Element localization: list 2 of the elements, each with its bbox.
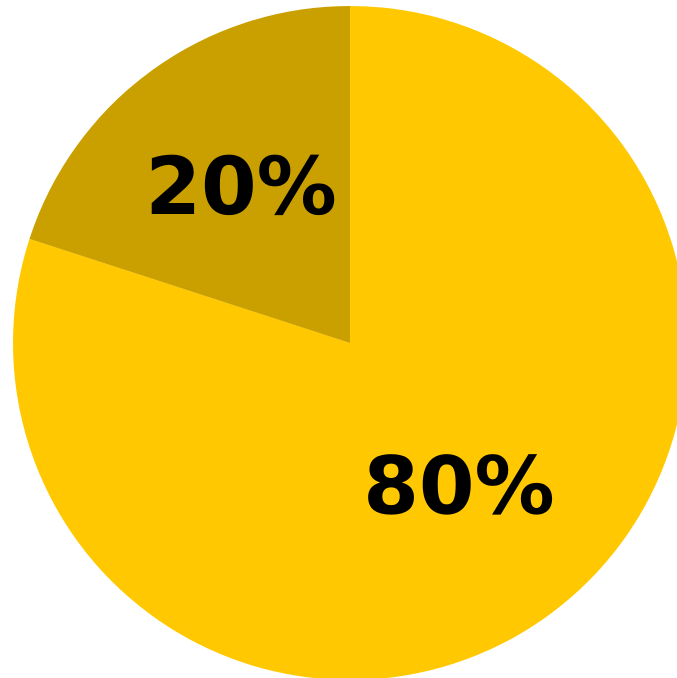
data-label: 20% (145, 140, 337, 233)
data-label: 80% (363, 440, 555, 533)
